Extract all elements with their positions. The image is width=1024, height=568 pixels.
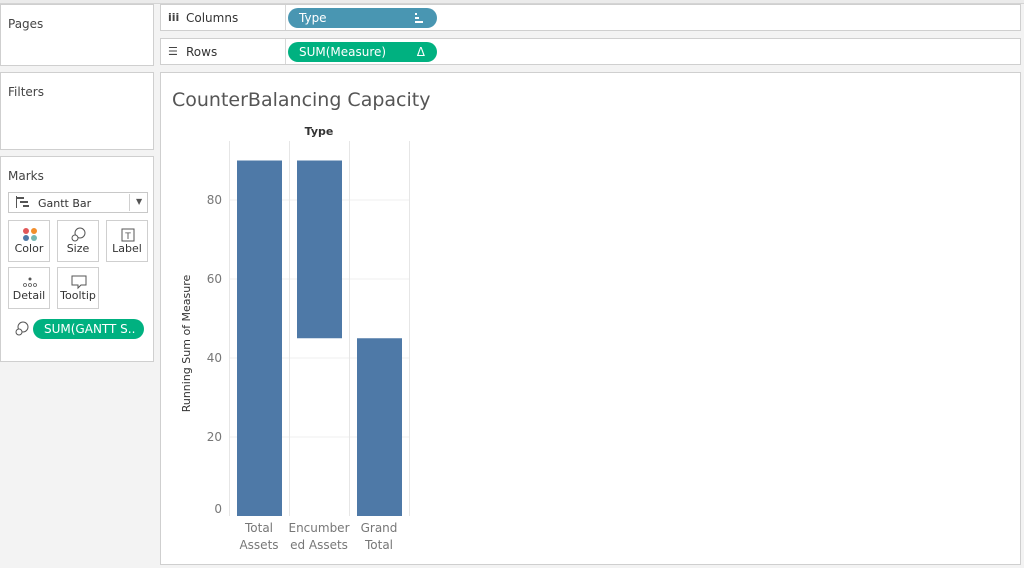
pages-card[interactable]: Pages	[0, 4, 154, 66]
y-axis-label: Running Sum of Measure	[180, 274, 193, 412]
top-strip	[0, 0, 1024, 4]
rows-icon: ☰	[168, 45, 178, 58]
measure-pill-label: SUM(Measure)	[299, 45, 387, 59]
bar-grand-total	[357, 338, 402, 516]
view-pane[interactable]: CounterBalancing Capacity Type 0 20 40 60 80 R…	[160, 72, 1021, 565]
y-tick-label: 40	[207, 351, 222, 365]
tooltip-icon	[58, 274, 98, 290]
columns-shelf[interactable]: iii Columns Type	[160, 4, 1021, 31]
text-label-icon: T	[107, 227, 147, 243]
y-tick-label: 60	[207, 272, 222, 286]
rows-label-text: Rows	[186, 45, 218, 59]
view-title: CounterBalancing Capacity	[172, 89, 431, 111]
mark-type-dropdown[interactable]: Gantt Bar ▼	[8, 192, 148, 213]
pages-card-title: Pages	[8, 17, 44, 31]
columns-label-text: Columns	[186, 11, 239, 25]
detail-icon	[9, 274, 49, 290]
x-category-label: ed Assets	[290, 538, 348, 552]
label-button[interactable]: T Label	[106, 220, 148, 262]
tooltip-button[interactable]: Tooltip	[57, 267, 99, 309]
size-icon	[58, 227, 98, 243]
bar-total-assets	[237, 160, 282, 516]
type-pill-label: Type	[299, 11, 327, 25]
bar-encumbered-assets	[297, 160, 342, 339]
svg-text:T: T	[124, 232, 131, 242]
x-category-label: Total	[244, 521, 273, 535]
color-button[interactable]: Color	[8, 220, 50, 262]
x-category-label: Total	[364, 538, 393, 552]
x-category-label: Encumber	[288, 521, 349, 535]
x-category-label: Assets	[239, 538, 278, 552]
dropdown-divider	[129, 194, 130, 211]
measure-field-pill[interactable]: SUM(Measure) Δ	[288, 42, 437, 62]
filters-card-title: Filters	[8, 85, 44, 99]
filters-card[interactable]: Filters	[0, 72, 154, 150]
y-tick-label: 0	[214, 502, 222, 516]
y-tick-label: 80	[207, 193, 222, 207]
rows-shelf[interactable]: ☰ Rows SUM(Measure) Δ	[160, 38, 1021, 65]
type-field-pill[interactable]: Type	[288, 8, 437, 28]
detail-button-label: Detail	[12, 289, 46, 302]
detail-button[interactable]: Detail	[8, 267, 50, 309]
size-field-pill[interactable]: SUM(GANTT S..	[33, 319, 144, 339]
x-category-label: Grand	[361, 521, 398, 535]
gantt-bar-icon	[16, 196, 30, 211]
tooltip-button-label: Tooltip	[60, 289, 96, 302]
label-button-label: Label	[112, 242, 142, 255]
size-icon	[14, 321, 30, 341]
chevron-down-icon[interactable]: ▼	[136, 197, 143, 206]
sort-icon	[415, 8, 425, 30]
marks-card-title: Marks	[8, 169, 44, 183]
column-header: Type	[305, 125, 334, 138]
table-calc-delta-icon: Δ	[416, 45, 425, 59]
columns-shelf-label: iii Columns	[161, 5, 286, 30]
rows-shelf-label: ☰ Rows	[161, 39, 286, 64]
chart: Type 0 20 40 60 80 Running Sum of Measure Total…	[180, 125, 410, 552]
mark-type-label: Gantt Bar	[38, 197, 92, 210]
color-button-label: Color	[14, 242, 44, 255]
marks-field-row: SUM(GANTT S..	[1, 318, 153, 340]
marks-card: Marks Gantt Bar ▼ Color Size T Label Det…	[0, 156, 154, 362]
y-tick-label: 20	[207, 430, 222, 444]
columns-icon: iii	[168, 11, 180, 24]
size-button-label: Size	[66, 242, 90, 255]
color-icon	[9, 227, 49, 243]
size-button[interactable]: Size	[57, 220, 99, 262]
